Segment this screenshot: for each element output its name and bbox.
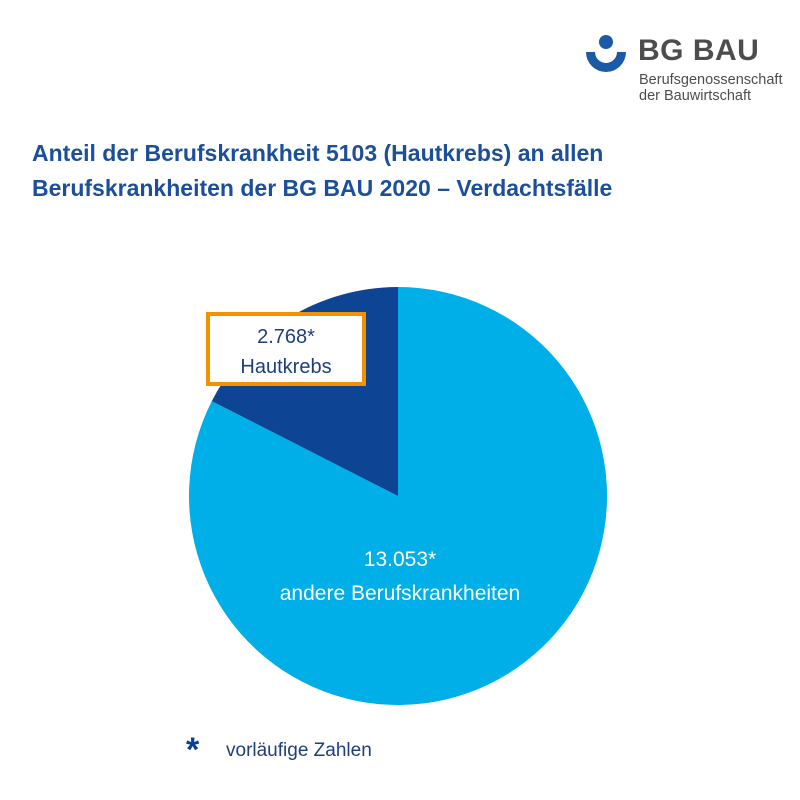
logo-subtitle: Berufsgenossenschaft der Bauwirtschaft (639, 72, 782, 104)
logo-subtitle-line2: der Bauwirtschaft (639, 88, 752, 104)
hautkrebs-name-label: Hautkrebs (240, 356, 331, 378)
chart-title-line1: Anteil der Berufskrankheit 5103 (Hautkre… (32, 140, 604, 166)
footnote-text: vorläufige Zahlen (226, 740, 372, 761)
chart-title-line2: Berufskrankheiten der BG BAU 2020 – Verd… (32, 175, 613, 201)
footnote-asterisk: * (186, 731, 200, 769)
pie-slice-andere-berufskrankheiten (189, 287, 608, 705)
bg-bau-logo-icon (586, 35, 626, 72)
logo-name: BG BAU (638, 34, 760, 67)
andere-name-label: andere Berufskrankheiten (280, 582, 521, 605)
bg-bau-logo: BG BAU Berufsgenossenschaft der Bauwirts… (584, 32, 782, 104)
hautkrebs-label-box (206, 312, 366, 386)
chart-title: Anteil der Berufskrankheit 5103 (Hautkre… (32, 136, 772, 206)
hautkrebs-value-label: 2.768* (257, 326, 315, 348)
logo-subtitle-line1: Berufsgenossenschaft (639, 72, 783, 88)
andere-value-label: 13.053* (364, 548, 436, 571)
